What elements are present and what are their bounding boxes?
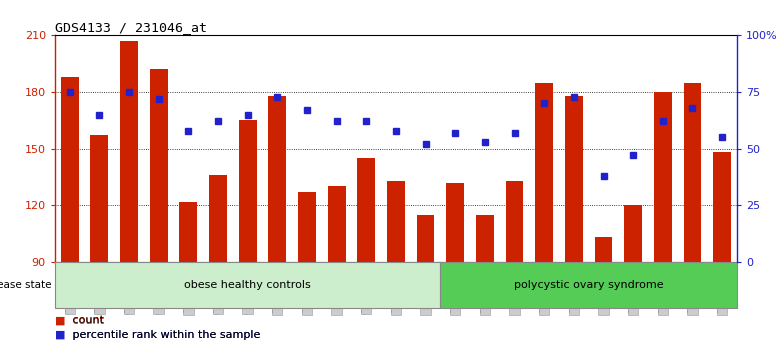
Bar (358, 158, 376, 262)
FancyBboxPatch shape (183, 263, 194, 315)
FancyBboxPatch shape (628, 263, 638, 315)
FancyBboxPatch shape (688, 263, 698, 315)
Bar (476, 215, 494, 262)
Text: obese healthy controls: obese healthy controls (184, 280, 311, 290)
Bar (594, 238, 612, 262)
Bar (209, 175, 227, 262)
Text: ■  count: ■ count (55, 315, 103, 325)
FancyBboxPatch shape (242, 263, 252, 314)
Bar (684, 82, 702, 262)
FancyBboxPatch shape (420, 263, 430, 315)
FancyBboxPatch shape (302, 263, 312, 315)
Bar (61, 77, 78, 262)
Text: percentile rank within the sample: percentile rank within the sample (69, 330, 260, 339)
Text: GDS4133 / 231046_at: GDS4133 / 231046_at (55, 21, 207, 34)
Bar (416, 215, 434, 262)
Bar (624, 205, 642, 262)
Bar (55, 262, 441, 308)
Bar (120, 41, 138, 262)
Bar (239, 120, 256, 262)
FancyBboxPatch shape (510, 263, 520, 315)
Bar (150, 69, 168, 262)
FancyBboxPatch shape (717, 263, 728, 315)
Bar (328, 187, 346, 262)
FancyBboxPatch shape (124, 263, 134, 314)
Bar (180, 201, 198, 262)
Bar (298, 192, 316, 262)
FancyBboxPatch shape (390, 263, 401, 315)
FancyBboxPatch shape (272, 263, 282, 315)
Bar (90, 136, 108, 262)
Bar (654, 92, 672, 262)
Text: count: count (69, 315, 104, 325)
Bar (713, 153, 731, 262)
FancyBboxPatch shape (361, 263, 372, 314)
FancyBboxPatch shape (480, 263, 490, 315)
FancyBboxPatch shape (450, 263, 460, 315)
Text: polycystic ovary syndrome: polycystic ovary syndrome (514, 280, 663, 290)
Bar (441, 262, 737, 308)
Text: disease state: disease state (0, 280, 55, 290)
Bar (535, 82, 553, 262)
Bar (506, 181, 524, 262)
FancyBboxPatch shape (154, 263, 164, 314)
Text: ■  percentile rank within the sample: ■ percentile rank within the sample (55, 330, 260, 339)
Bar (387, 181, 405, 262)
FancyBboxPatch shape (94, 263, 104, 314)
FancyBboxPatch shape (332, 263, 342, 315)
FancyBboxPatch shape (568, 263, 579, 315)
FancyBboxPatch shape (212, 263, 223, 314)
FancyBboxPatch shape (598, 263, 608, 315)
Bar (565, 96, 583, 262)
FancyBboxPatch shape (64, 263, 75, 314)
FancyBboxPatch shape (658, 263, 668, 315)
FancyBboxPatch shape (539, 263, 550, 315)
Bar (446, 183, 464, 262)
Bar (268, 96, 286, 262)
